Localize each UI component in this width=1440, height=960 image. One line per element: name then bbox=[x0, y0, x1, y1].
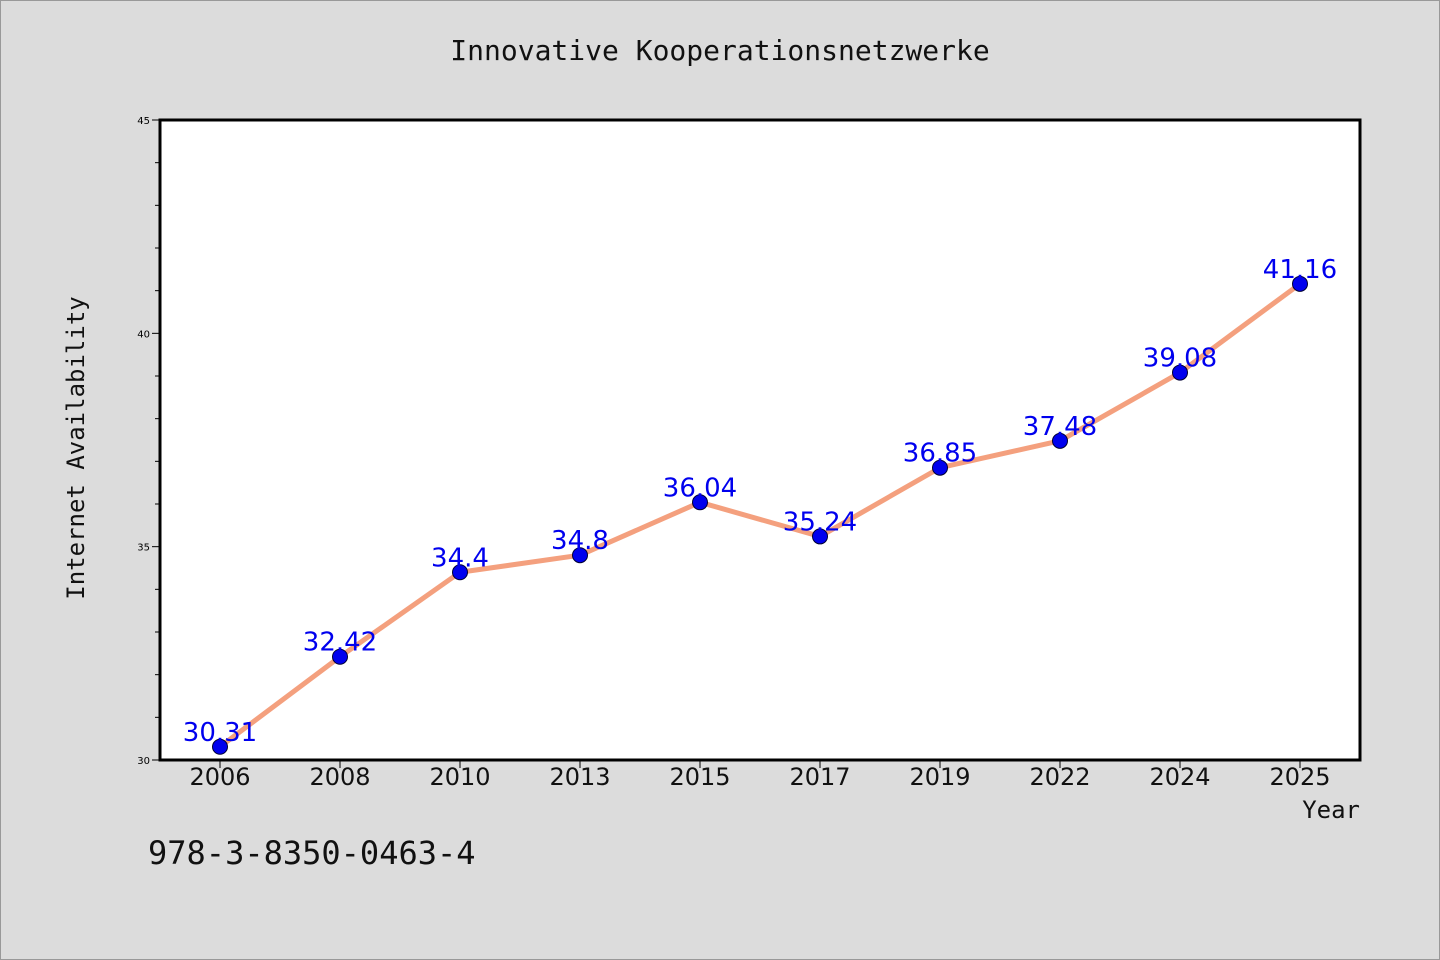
plot-area bbox=[158, 118, 1362, 762]
x-tick-label: 2017 bbox=[789, 763, 850, 791]
y-tick-label: 30 bbox=[137, 756, 150, 767]
isbn-text: 978-3-8350-0463-4 bbox=[148, 834, 476, 872]
x-tick-label: 2024 bbox=[1149, 763, 1210, 791]
x-axis-label: Year bbox=[1302, 796, 1360, 824]
data-label: 32.42 bbox=[303, 628, 377, 658]
data-point bbox=[692, 494, 708, 511]
data-label: 35.24 bbox=[783, 507, 857, 537]
data-point bbox=[932, 459, 948, 476]
data-label: 39.08 bbox=[1143, 344, 1217, 374]
data-label: 36.85 bbox=[903, 439, 977, 469]
data-label: 37.48 bbox=[1023, 412, 1097, 442]
data-point bbox=[1172, 364, 1188, 381]
data-point bbox=[572, 547, 588, 564]
x-tick-label: 2008 bbox=[309, 763, 370, 791]
series-line bbox=[217, 281, 1303, 750]
data-point bbox=[212, 738, 228, 755]
data-label: 30.31 bbox=[183, 718, 257, 748]
data-label: 41.16 bbox=[1263, 255, 1337, 285]
chart-title: Innovative Kooperationsnetzwerke bbox=[450, 34, 990, 67]
y-tick-label: 35 bbox=[137, 543, 150, 554]
y-tick-label: 40 bbox=[137, 329, 150, 340]
x-tick-label: 2015 bbox=[669, 763, 730, 791]
data-label: 36.04 bbox=[663, 473, 737, 503]
x-tick-label: 2013 bbox=[549, 763, 610, 791]
data-point bbox=[812, 528, 828, 545]
data-point bbox=[452, 564, 468, 581]
x-tick-label: 2019 bbox=[909, 763, 970, 791]
x-tick-label: 2025 bbox=[1269, 763, 1330, 791]
data-point bbox=[1292, 275, 1308, 292]
data-point bbox=[1052, 432, 1068, 449]
x-tick-label: 2022 bbox=[1029, 763, 1090, 791]
data-point bbox=[332, 648, 348, 665]
x-tick-label: 2010 bbox=[429, 763, 490, 791]
y-tick-label: 45 bbox=[137, 116, 150, 127]
x-tick-label: 2006 bbox=[189, 763, 250, 791]
data-label: 34.8 bbox=[551, 526, 609, 556]
data-label: 34.4 bbox=[431, 543, 489, 573]
